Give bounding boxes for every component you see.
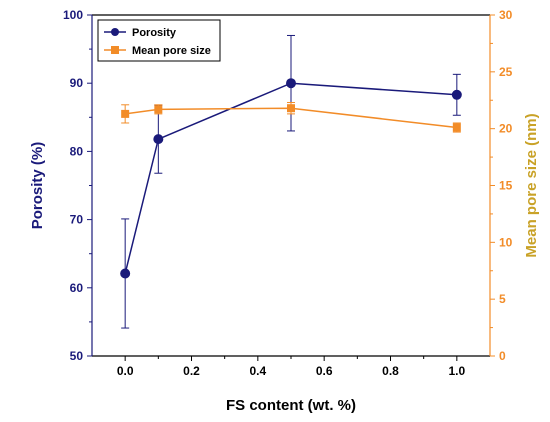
x-axis-title: FS content (wt. %) [226, 397, 356, 414]
y-left-tick-label: 60 [70, 281, 84, 295]
data-point-porosity [153, 134, 164, 145]
y-right-tick-label: 25 [499, 65, 513, 79]
y-left-tick-label: 100 [63, 8, 83, 22]
y-axis-left-title: Porosity (%) [29, 142, 46, 230]
legend-label-mean-pore-size: Mean pore size [132, 45, 211, 57]
y-right-tick-label: 5 [499, 292, 506, 306]
y-right-tick-label: 30 [499, 8, 513, 22]
y-axis-left: 50 60 70 80 90 100 [63, 8, 92, 363]
x-tick-label: 1.0 [448, 364, 465, 378]
data-point-mean-pore-size [154, 105, 163, 114]
data-point-mean-pore-size [452, 123, 461, 132]
x-tick-label: 0.0 [117, 364, 134, 378]
data-point-porosity [286, 78, 296, 89]
y-right-tick-label: 15 [499, 179, 513, 193]
legend-item-mean-pore-size: Mean pore size [104, 45, 211, 57]
y-right-tick-label: 0 [499, 349, 506, 363]
legend-label-porosity: Porosity [132, 27, 177, 39]
legend-marker-mean-pore-size [111, 46, 119, 54]
legend-box [97, 19, 221, 62]
y-axis-right: 0 5 10 15 20 25 30 [490, 8, 513, 363]
x-tick-label: 0.8 [382, 364, 399, 378]
legend-marker-porosity [111, 28, 119, 36]
data-point-mean-pore-size [287, 104, 295, 113]
y-left-tick-label: 90 [70, 76, 84, 90]
y-left-tick-label: 70 [70, 213, 84, 227]
data-point-porosity [120, 268, 131, 279]
data-point-porosity [451, 89, 462, 100]
x-axis: 0.0 0.2 0.4 0.6 0.8 1.0 [117, 356, 465, 378]
legend-item-porosity: Porosity [104, 27, 177, 39]
x-tick-label: 0.6 [316, 364, 333, 378]
y-right-tick-label: 20 [499, 122, 513, 136]
series-line-mean-pore-size [125, 107, 457, 129]
y-left-tick-label: 50 [70, 349, 84, 363]
x-tick-label: 0.2 [183, 364, 200, 378]
y-left-tick-label: 80 [70, 144, 84, 158]
y-axis-right-title: Mean pore size (nm) [523, 113, 540, 257]
data-point-mean-pore-size [121, 109, 130, 118]
x-tick-label: 0.4 [249, 364, 266, 378]
y-right-tick-label: 10 [499, 235, 513, 249]
legend: Porosity Mean pore size [97, 19, 221, 62]
series-layer [120, 34, 462, 329]
series-line-porosity [124, 82, 457, 274]
